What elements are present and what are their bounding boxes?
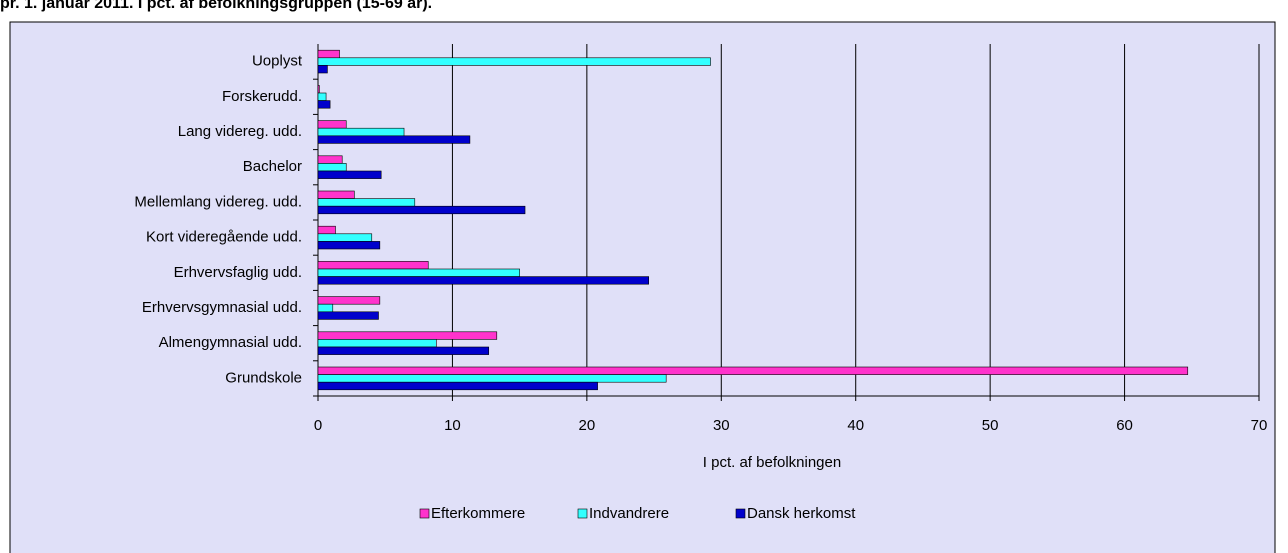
bar bbox=[317, 92, 327, 101]
y-tick-label: Lang videreg. udd. bbox=[178, 123, 302, 140]
bar bbox=[317, 233, 373, 242]
legend-swatch bbox=[735, 508, 746, 519]
bar bbox=[317, 303, 334, 313]
bar bbox=[317, 135, 471, 144]
bar bbox=[317, 170, 382, 179]
bar bbox=[317, 346, 490, 355]
bar bbox=[317, 205, 526, 215]
y-tick-label: Mellemlang videreg. udd. bbox=[134, 193, 302, 210]
legend-label: Indvandrere bbox=[589, 505, 669, 522]
bar bbox=[317, 374, 667, 383]
bar bbox=[317, 163, 347, 172]
bar bbox=[317, 49, 340, 59]
legend-swatch bbox=[419, 508, 430, 519]
bar bbox=[317, 65, 328, 74]
x-tick-label: 50 bbox=[982, 417, 999, 434]
x-axis-label: I pct. af befolkningen bbox=[703, 454, 841, 471]
bar bbox=[317, 241, 381, 250]
bar bbox=[317, 311, 379, 320]
y-tick-label: Bachelor bbox=[243, 158, 302, 175]
bar bbox=[317, 331, 498, 340]
legend-label: Efterkommere bbox=[431, 505, 525, 522]
bar bbox=[317, 339, 437, 348]
x-tick-label: 20 bbox=[579, 417, 596, 434]
x-tick-label: 10 bbox=[444, 417, 461, 434]
bar bbox=[317, 261, 429, 270]
bar bbox=[317, 127, 405, 137]
x-tick-label: 70 bbox=[1251, 417, 1268, 434]
y-tick-label: Erhvervsgymnasial udd. bbox=[142, 299, 302, 316]
bar bbox=[317, 268, 520, 277]
x-tick-label: 0 bbox=[314, 417, 322, 434]
bar bbox=[317, 381, 598, 391]
bar bbox=[317, 155, 343, 164]
bar bbox=[317, 366, 1189, 375]
legend-swatch bbox=[577, 508, 588, 519]
bar bbox=[317, 85, 320, 94]
bar bbox=[317, 57, 711, 66]
legend-label: Dansk herkomst bbox=[747, 505, 856, 522]
bar bbox=[317, 190, 355, 199]
bar bbox=[317, 120, 347, 129]
bar bbox=[317, 225, 336, 235]
bar bbox=[317, 100, 331, 109]
chart-title: pr. 1. januar 2011. I pct. af befolkning… bbox=[0, 0, 432, 12]
y-tick-label: Uoplyst bbox=[252, 53, 303, 70]
y-tick-label: Almengymnasial udd. bbox=[159, 334, 302, 351]
chart-area bbox=[9, 21, 1276, 553]
x-tick-label: 40 bbox=[847, 417, 864, 434]
bar bbox=[317, 276, 649, 285]
y-tick-label: Kort videregående udd. bbox=[146, 229, 302, 246]
y-tick-label: Forskerudd. bbox=[222, 88, 302, 105]
bar bbox=[317, 296, 381, 305]
y-tick-label: Erhvervsfaglig udd. bbox=[174, 264, 302, 281]
x-tick-label: 60 bbox=[1116, 417, 1133, 434]
x-tick-label: 30 bbox=[713, 417, 730, 434]
y-tick-label: Grundskole bbox=[225, 369, 302, 386]
bar bbox=[317, 198, 416, 207]
